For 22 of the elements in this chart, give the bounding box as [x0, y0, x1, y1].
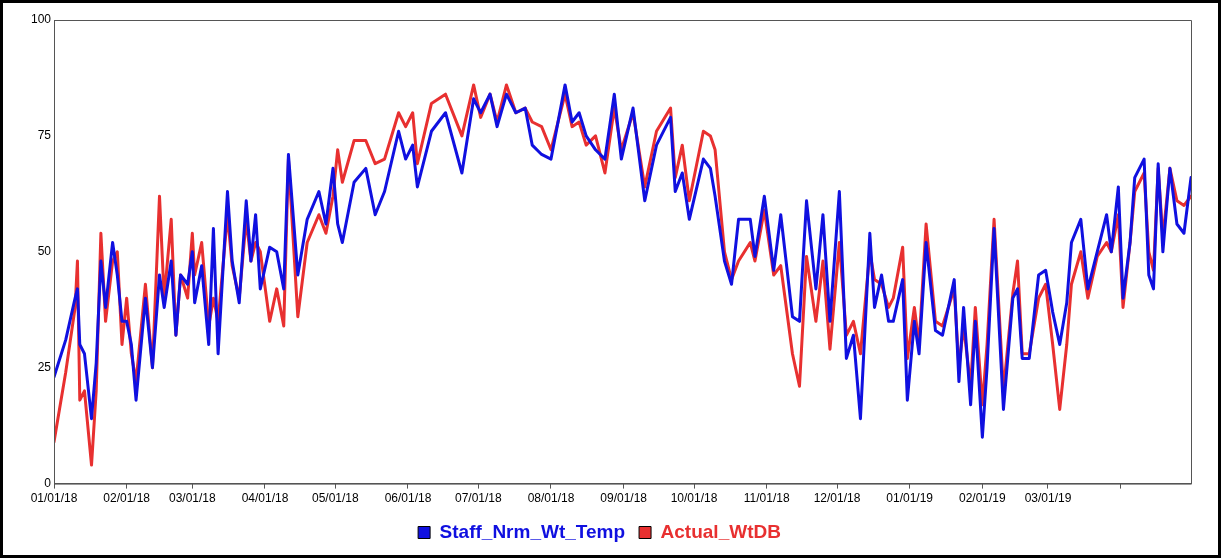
y-tick-label: 25	[37, 360, 52, 375]
x-tick-label: 02/01/19	[959, 491, 1007, 506]
y-tick-label: 100	[30, 12, 52, 27]
x-tick-label: 04/01/18	[241, 491, 289, 506]
x-tick-label: 02/01/18	[103, 491, 151, 506]
x-tick-label: 01/01/19	[886, 491, 934, 506]
y-tick-label: 50	[37, 244, 52, 259]
x-tick-label: 03/01/18	[168, 491, 216, 506]
y-tick-label: 0	[44, 475, 52, 490]
x-tick-label: 12/01/18	[813, 491, 861, 506]
legend-label: Actual_WtDB	[660, 520, 781, 542]
legend-label: Staff_Nrm_Wt_Temp	[439, 520, 626, 542]
x-tick-label: 01/01/18	[30, 491, 78, 506]
x-tick-label: 08/01/18	[527, 491, 575, 506]
x-tick-label: 07/01/18	[454, 491, 502, 506]
y-tick-label: 75	[37, 128, 52, 143]
x-tick-label: 09/01/18	[600, 491, 648, 506]
x-tick-label: 03/01/19	[1024, 491, 1072, 506]
x-tick-label: 05/01/18	[311, 491, 359, 506]
x-tick-label: 11/01/18	[743, 491, 790, 506]
x-tick-label: 06/01/18	[384, 491, 432, 506]
x-tick-label: 10/01/18	[670, 491, 718, 506]
